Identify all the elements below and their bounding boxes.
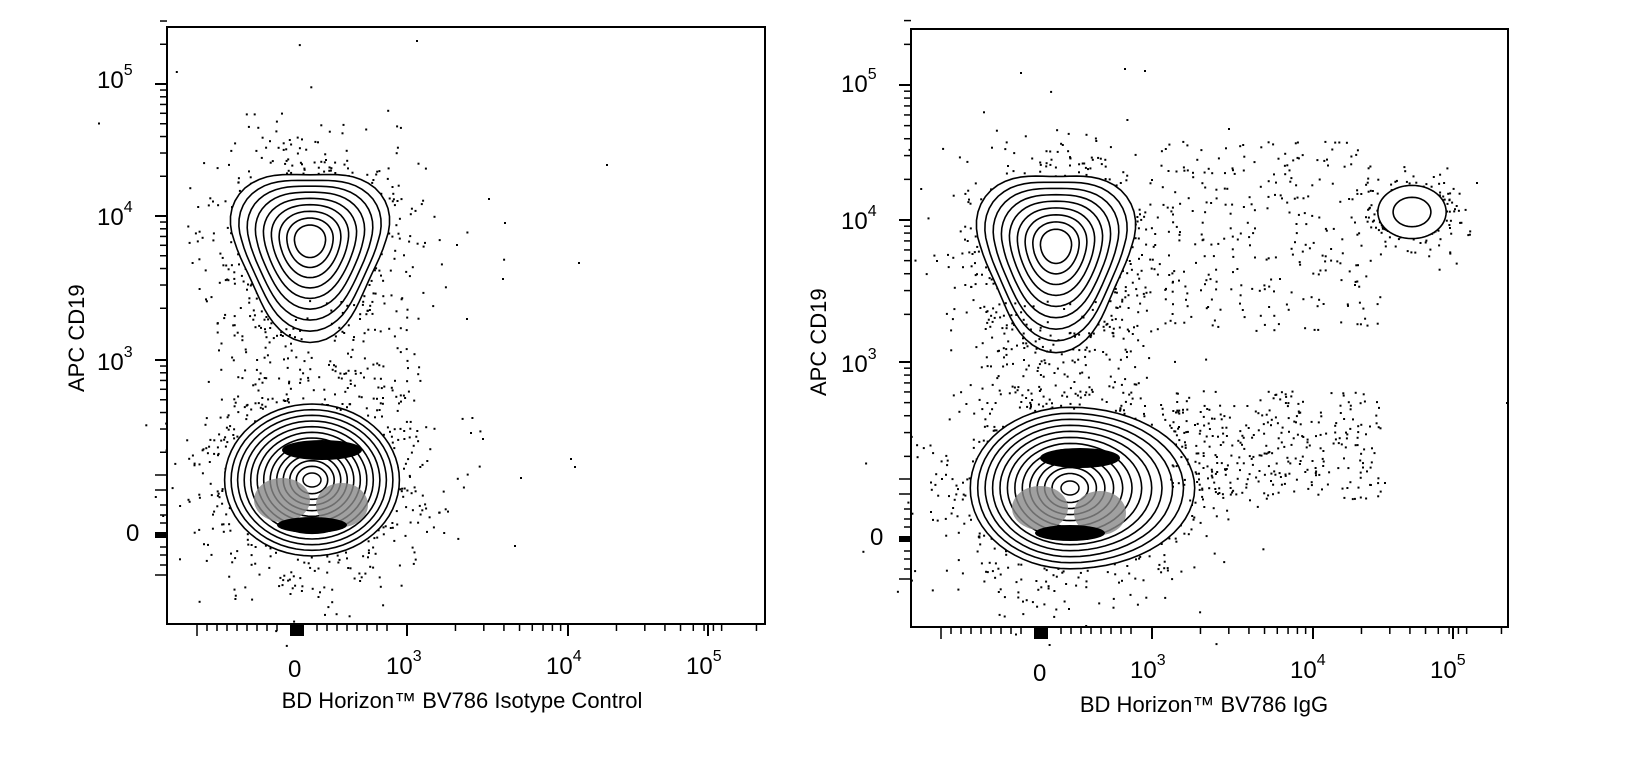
x-tick-1e3: 103 [386, 648, 422, 680]
x-tick-1e3: 103 [1130, 652, 1166, 684]
x-tick-0: 0 [288, 656, 302, 683]
x-axis-label: BD Horizon™ BV786 IgG [1079, 692, 1329, 717]
x-axis-label: BD Horizon™ BV786 Isotype Control [281, 688, 643, 713]
y-tick-1e3: 103 [841, 346, 877, 378]
y-tick-1e5: 105 [841, 66, 877, 98]
y-tick-1e4: 104 [97, 199, 133, 231]
x-tick-1e4: 104 [546, 648, 582, 680]
x-tick-1e5: 105 [686, 648, 722, 680]
y-tick-1e5: 105 [97, 62, 133, 94]
x-tick-1e5: 105 [1430, 652, 1466, 684]
y-tick-0: 0 [870, 524, 884, 551]
y-tick-1e3: 103 [97, 344, 133, 376]
y-tick-0: 0 [126, 520, 140, 547]
x-tick-1e4: 104 [1290, 652, 1326, 684]
y-tick-1e4: 104 [841, 203, 877, 235]
x-tick-0: 0 [1033, 660, 1047, 687]
